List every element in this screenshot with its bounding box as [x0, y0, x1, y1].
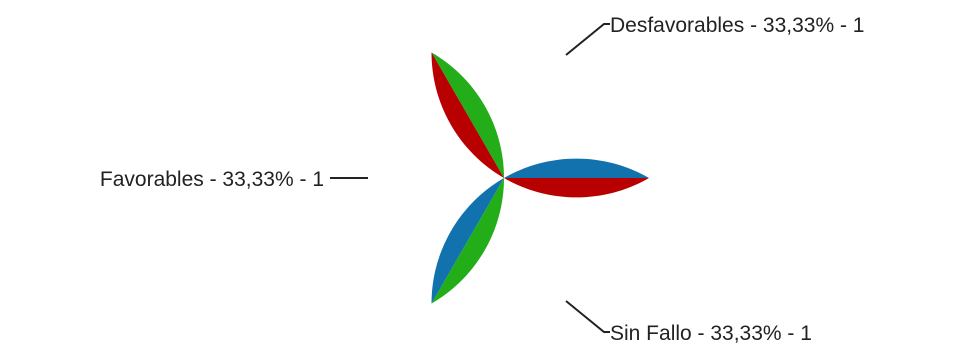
slice-label-sin-fallo: Sin Fallo - 33,33% - 1 — [610, 322, 812, 345]
pie-slice-desfavorables — [431, 158, 649, 304]
pie-slice-favorables — [431, 52, 649, 198]
leader-line-sin-fallo — [565, 300, 610, 333]
slice-label-favorables: Favorables - 33,33% - 1 — [100, 168, 324, 191]
slice-label-desfavorables: Desfavorables - 33,33% - 1 — [610, 14, 864, 37]
leader-line-desfavorables — [565, 23, 610, 56]
pie-labels: Desfavorables - 33,33% - 1 Sin Fallo - 33… — [100, 14, 865, 345]
pie-slice-sin-fallo — [431, 52, 504, 304]
pie-slices — [431, 52, 649, 304]
